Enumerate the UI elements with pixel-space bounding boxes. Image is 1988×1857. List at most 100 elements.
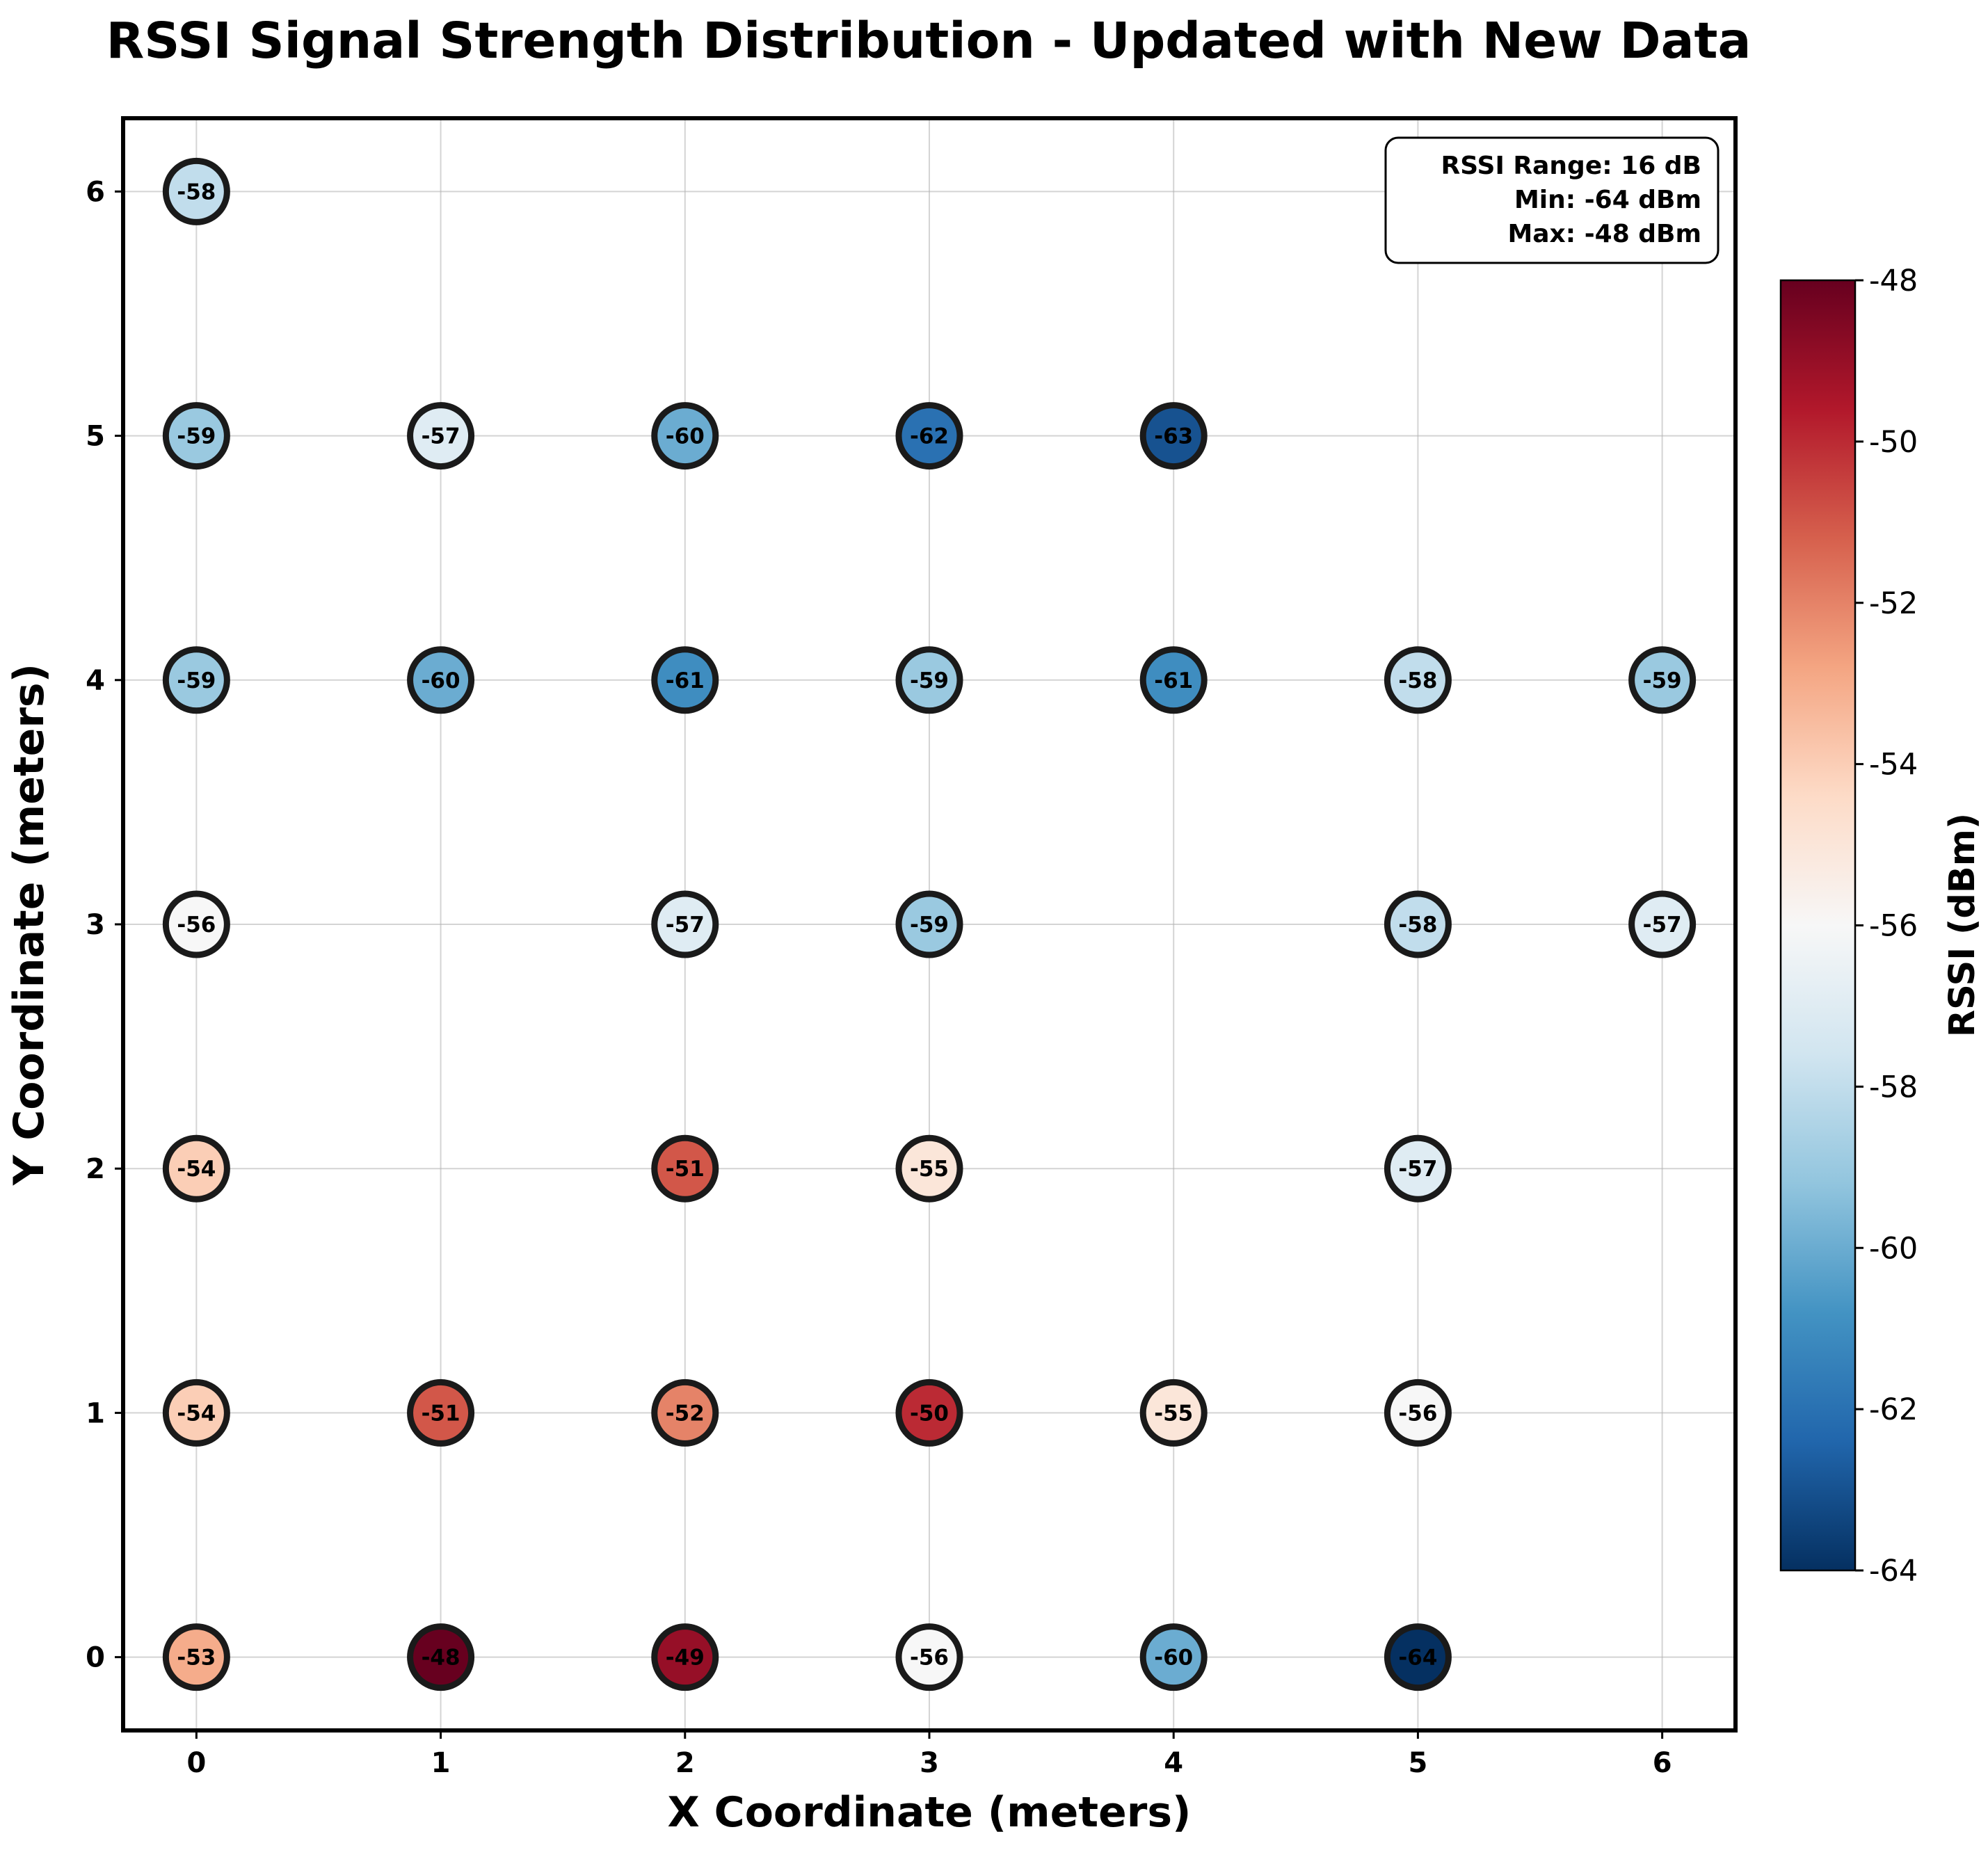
data-point-label: -56	[177, 913, 216, 938]
x-tick-label: 6	[1653, 1747, 1672, 1779]
data-point: -54	[162, 1378, 230, 1447]
x-tick-label: 5	[1409, 1747, 1428, 1779]
data-point-label: -51	[666, 1157, 705, 1182]
data-point-marker	[407, 402, 475, 470]
data-point-label: -55	[1154, 1401, 1193, 1426]
data-point-label: -60	[1154, 1646, 1193, 1671]
data-point-marker	[895, 1623, 963, 1691]
data-point: -64	[1384, 1623, 1452, 1691]
data-point-label: -57	[1398, 1157, 1437, 1182]
data-point-label: -62	[910, 424, 949, 449]
y-axis-ticks: 0 1 2 3 4 5 6	[86, 176, 123, 1674]
data-point-marker	[1139, 1378, 1208, 1447]
data-point-label: -60	[666, 424, 705, 449]
data-point: -58	[1384, 646, 1452, 714]
data-point: -49	[651, 1623, 719, 1691]
colorbar-gradient	[1779, 279, 1857, 1572]
data-point-label: -48	[422, 1646, 460, 1671]
data-point: -55	[895, 1134, 963, 1203]
data-point-marker	[162, 890, 230, 958]
data-point-label: -59	[910, 913, 949, 938]
data-point-marker	[895, 402, 963, 470]
data-point-label: -57	[666, 913, 705, 938]
data-point: -51	[407, 1378, 475, 1447]
data-point: -52	[651, 1378, 719, 1447]
data-point-marker	[1139, 402, 1208, 470]
data-point-marker	[1384, 1134, 1452, 1203]
data-point-marker	[651, 1623, 719, 1691]
x-tick-label: 1	[431, 1747, 451, 1779]
data-point: -59	[895, 646, 963, 714]
data-point-marker	[651, 646, 719, 714]
data-point-marker	[162, 646, 230, 714]
colorbar-label: RSSI (dBm)	[1942, 813, 1983, 1037]
data-point-marker	[651, 1134, 719, 1203]
data-point-marker	[895, 1134, 963, 1203]
data-point-marker	[895, 646, 963, 714]
stats-box: RSSI Range: 16 dB Min: -64 dBm Max: -48 …	[1384, 136, 1720, 264]
data-point-marker	[651, 1378, 719, 1447]
data-point-marker	[162, 1378, 230, 1447]
data-point: -56	[1384, 1378, 1452, 1447]
data-point-label: -51	[422, 1401, 460, 1426]
data-point: -57	[407, 402, 475, 470]
data-point: -60	[407, 646, 475, 714]
y-tick-label: 0	[86, 1642, 105, 1674]
data-point-marker	[895, 890, 963, 958]
data-point-label: -54	[177, 1157, 216, 1182]
colorbar-tick-label: -50	[1869, 425, 1918, 460]
y-axis-label: Y Coordinate (meters)	[5, 664, 54, 1186]
data-point-marker	[651, 402, 719, 470]
data-point: -59	[895, 890, 963, 958]
data-point-label: -58	[177, 179, 216, 204]
data-point-label: -59	[177, 668, 216, 693]
y-tick-label: 4	[86, 665, 105, 697]
data-point-label: -59	[177, 424, 216, 449]
x-tick-label: 0	[186, 1747, 206, 1779]
data-point-label: -52	[666, 1401, 705, 1426]
data-point-marker	[407, 646, 475, 714]
data-point-label: -55	[910, 1157, 949, 1182]
data-point: -59	[162, 646, 230, 714]
y-tick-label: 3	[86, 909, 105, 941]
data-point: -58	[162, 157, 230, 225]
data-point: -62	[895, 402, 963, 470]
data-point-marker	[162, 1623, 230, 1691]
data-point-marker	[1384, 646, 1452, 714]
data-point-label: -49	[666, 1646, 705, 1671]
y-tick-label: 5	[86, 421, 105, 453]
data-point-marker	[162, 402, 230, 470]
data-point-marker	[162, 157, 230, 225]
data-point: -58	[1384, 890, 1452, 958]
data-point: -61	[651, 646, 719, 714]
colorbar-tick-label: -64	[1869, 1554, 1918, 1589]
data-point-label: -59	[910, 668, 949, 693]
stats-max: Max: -48 dBm	[1507, 220, 1701, 248]
data-point: -48	[407, 1623, 475, 1691]
colorbar-tick-label: -60	[1869, 1231, 1918, 1266]
stats-range: RSSI Range: 16 dB	[1441, 152, 1701, 180]
stats-min: Min: -64 dBm	[1514, 186, 1701, 214]
data-point-label: -57	[1643, 913, 1682, 938]
x-axis-label: X Coordinate (meters)	[668, 1788, 1192, 1837]
colorbar-tick-label: -58	[1869, 1070, 1918, 1104]
colorbar-tick-label: -62	[1869, 1392, 1918, 1427]
data-point-marker	[1628, 646, 1697, 714]
data-point: -60	[651, 402, 719, 470]
y-tick-label: 1	[86, 1397, 105, 1429]
data-point-label: -61	[666, 668, 705, 693]
colorbar-tick-label: -56	[1869, 909, 1918, 944]
data-point: -59	[162, 402, 230, 470]
colorbar-ticks: -48 -50 -52 -54 -56 -58 -60 -62 -64	[1855, 264, 1918, 1589]
data-point: -51	[651, 1134, 719, 1203]
x-tick-label: 4	[1164, 1747, 1183, 1779]
data-point-marker	[407, 1623, 475, 1691]
data-point-label: -57	[422, 424, 460, 449]
data-point-label: -59	[1643, 668, 1682, 693]
data-point-label: -50	[910, 1401, 949, 1426]
data-point: -56	[895, 1623, 963, 1691]
data-point-marker	[895, 1378, 963, 1447]
data-point: -50	[895, 1378, 963, 1447]
data-point-label: -56	[1398, 1401, 1437, 1426]
